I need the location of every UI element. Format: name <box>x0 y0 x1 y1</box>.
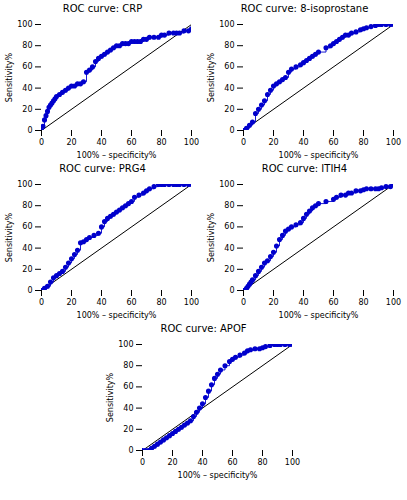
svg-text:Sensitivity%: Sensitivity% <box>106 372 115 422</box>
html-text:ROC curve: ITIH4: ROC curve: ITIH4 <box>261 163 348 174</box>
svg-text:80: 80 <box>22 201 32 210</box>
svg-text:60: 60 <box>126 138 136 147</box>
svg-text:0: 0 <box>38 138 43 147</box>
svg-text:100% – specificity%: 100% – specificity% <box>177 471 257 480</box>
html-text:ROC curve: 8-isoprostane: ROC curve: 8-isoprostane <box>240 3 369 14</box>
svg-text:100% – specificity%: 100% – specificity% <box>76 151 156 160</box>
svg-text:80: 80 <box>156 138 166 147</box>
svg-text:40: 40 <box>224 244 234 253</box>
svg-text:80: 80 <box>257 458 267 467</box>
svg-text:20: 20 <box>66 298 76 307</box>
svg-text:40: 40 <box>22 244 32 253</box>
svg-text:100: 100 <box>284 458 299 467</box>
svg-text:100: 100 <box>17 20 32 29</box>
svg-text:60: 60 <box>328 138 338 147</box>
svg-text:20: 20 <box>123 425 133 434</box>
svg-text:100: 100 <box>183 298 198 307</box>
svg-text:Sensitivity%: Sensitivity% <box>5 212 14 262</box>
svg-text:0: 0 <box>240 138 245 147</box>
svg-text:20: 20 <box>22 105 32 114</box>
svg-text:100% – specificity%: 100% – specificity% <box>278 311 358 320</box>
svg-text:40: 40 <box>96 138 106 147</box>
svg-text:100: 100 <box>118 340 133 349</box>
svg-text:60: 60 <box>22 222 32 231</box>
svg-text:100% – specificity%: 100% – specificity% <box>278 151 358 160</box>
svg-text:0: 0 <box>240 298 245 307</box>
svg-text:40: 40 <box>298 298 308 307</box>
html-text:ROC curve: APOF: ROC curve: APOF <box>160 323 247 334</box>
svg-text:20: 20 <box>167 458 177 467</box>
svg-text:80: 80 <box>224 201 234 210</box>
svg-text:100: 100 <box>219 20 234 29</box>
svg-text:40: 40 <box>96 298 106 307</box>
svg-text:80: 80 <box>358 138 368 147</box>
svg-text:60: 60 <box>224 222 234 231</box>
svg-text:60: 60 <box>123 382 133 391</box>
svg-text:80: 80 <box>224 41 234 50</box>
svg-text:100% – specificity%: 100% – specificity% <box>76 311 156 320</box>
svg-text:Sensitivity%: Sensitivity% <box>207 212 216 262</box>
svg-text:0: 0 <box>229 126 234 135</box>
svg-text:60: 60 <box>224 62 234 71</box>
svg-text:0: 0 <box>38 298 43 307</box>
svg-text:100: 100 <box>17 180 32 189</box>
svg-text:100: 100 <box>385 298 400 307</box>
svg-text:0: 0 <box>27 286 32 295</box>
svg-text:60: 60 <box>126 298 136 307</box>
svg-text:80: 80 <box>358 298 368 307</box>
svg-text:20: 20 <box>224 105 234 114</box>
svg-text:100: 100 <box>183 138 198 147</box>
svg-text:0: 0 <box>229 286 234 295</box>
svg-text:40: 40 <box>197 458 207 467</box>
svg-text:80: 80 <box>123 361 133 370</box>
html-text:ROC curve: PRG4: ROC curve: PRG4 <box>59 163 146 174</box>
svg-text:80: 80 <box>22 41 32 50</box>
svg-text:0: 0 <box>139 458 144 467</box>
svg-text:100: 100 <box>219 180 234 189</box>
svg-text:20: 20 <box>22 265 32 274</box>
html-text:ROC curve: CRP: ROC curve: CRP <box>62 3 143 14</box>
svg-text:20: 20 <box>268 138 278 147</box>
svg-text:100: 100 <box>385 138 400 147</box>
svg-text:80: 80 <box>156 298 166 307</box>
svg-text:60: 60 <box>227 458 237 467</box>
svg-text:60: 60 <box>22 62 32 71</box>
svg-text:60: 60 <box>328 298 338 307</box>
svg-text:40: 40 <box>224 84 234 93</box>
svg-text:40: 40 <box>22 84 32 93</box>
svg-text:40: 40 <box>123 404 133 413</box>
svg-text:Sensitivity%: Sensitivity% <box>5 52 14 102</box>
svg-text:40: 40 <box>298 138 308 147</box>
svg-text:0: 0 <box>27 126 32 135</box>
svg-text:20: 20 <box>224 265 234 274</box>
svg-text:0: 0 <box>128 446 133 455</box>
svg-text:20: 20 <box>66 138 76 147</box>
svg-text:20: 20 <box>268 298 278 307</box>
svg-text:Sensitivity%: Sensitivity% <box>207 52 216 102</box>
